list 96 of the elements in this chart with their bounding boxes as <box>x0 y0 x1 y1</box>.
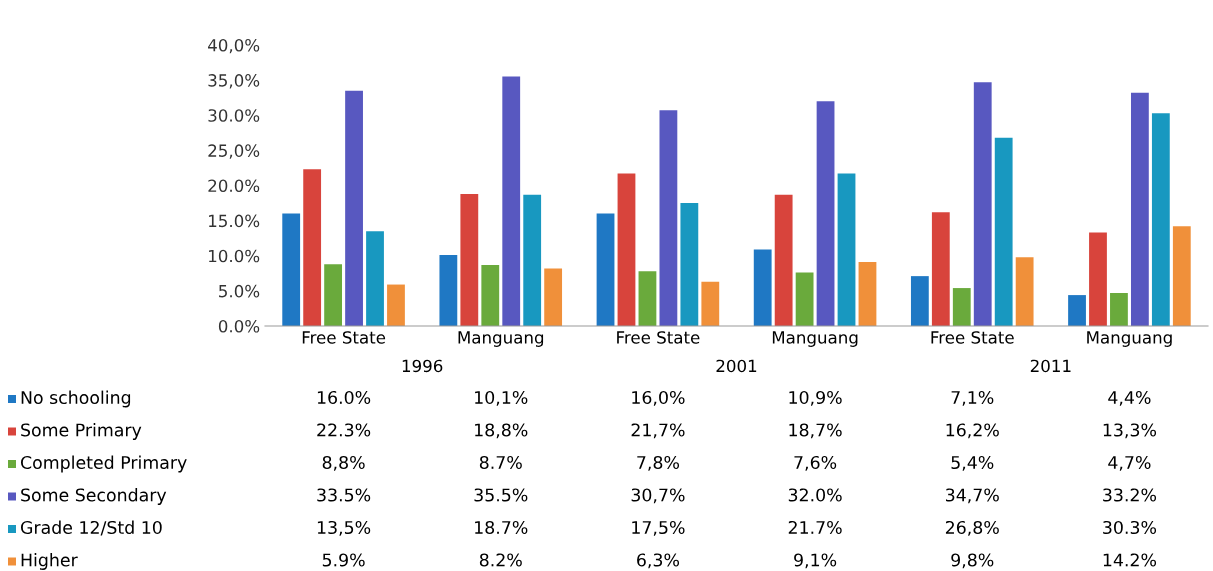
bar <box>596 213 615 326</box>
x-tick-label: Manguang <box>458 331 544 347</box>
data-label: 13,5% <box>317 520 371 536</box>
data-label: 30,7% <box>631 488 685 504</box>
data-label: 8,8% <box>322 455 365 471</box>
bar <box>544 268 563 326</box>
bar <box>324 264 343 326</box>
data-label: 18.7% <box>475 520 528 535</box>
legend-label: No schooling <box>21 390 131 408</box>
bar <box>1172 226 1191 326</box>
data-label: 7,8% <box>637 455 680 471</box>
text: 1996 <box>402 359 443 373</box>
y-tick-label: 20.0% <box>208 179 260 193</box>
y-tick-label: 40,0% <box>208 38 260 54</box>
bar <box>1015 257 1034 326</box>
x-tick-label: Manguang <box>772 331 858 347</box>
bar <box>282 213 301 326</box>
bar <box>481 264 500 326</box>
text: 2001 <box>716 359 757 373</box>
y-tick-label: 15.0% <box>209 214 260 228</box>
bar <box>837 173 856 326</box>
x-tick-label: Free State <box>931 331 1014 344</box>
y-tick-label: 10.0% <box>209 249 260 263</box>
x-tick-label: Free State <box>302 331 386 344</box>
data-label: 26,8% <box>945 520 999 536</box>
bar <box>387 284 405 326</box>
text: 2011 <box>1030 359 1071 373</box>
legend-label: Higher <box>21 553 78 570</box>
data-label: 16,0% <box>632 390 685 406</box>
bar <box>366 231 384 326</box>
data-label: 34,7% <box>946 488 999 504</box>
data-label: 33.2% <box>1103 488 1157 502</box>
bar <box>774 194 793 326</box>
data-label: 30.3% <box>1103 520 1157 535</box>
data-label: 18,7% <box>789 423 842 439</box>
bar <box>994 137 1013 326</box>
data-label: 8.7% <box>479 455 522 470</box>
bar <box>858 262 877 326</box>
legend-label: Some Secondary <box>21 488 167 505</box>
bar <box>816 101 835 326</box>
legend-label: Some Primary <box>21 423 142 440</box>
data-label: 9,1% <box>794 553 837 569</box>
bar <box>1068 295 1086 326</box>
x-tick-label: Free State <box>617 331 700 344</box>
bar <box>439 255 458 326</box>
data-label: 22.3% <box>317 423 371 437</box>
data-label: 35.5% <box>474 488 528 502</box>
bar <box>659 110 678 326</box>
data-label: 16,2% <box>946 423 999 439</box>
data-label: 13,3% <box>1103 423 1157 439</box>
bar <box>753 249 772 326</box>
y-tick-label: 0.0% <box>218 319 260 333</box>
legend-label: Grade 12/Std 10 <box>20 520 162 536</box>
y-tick-label: 35,0% <box>208 74 260 89</box>
data-label: 10,9% <box>789 390 842 406</box>
data-label: 4,4% <box>1108 390 1151 406</box>
bar <box>303 169 322 326</box>
bar <box>523 194 542 326</box>
data-label: 5,4% <box>951 455 994 471</box>
bar <box>701 281 720 326</box>
data-label: 5.9% <box>322 553 365 567</box>
data-label: 4,7% <box>1108 455 1151 471</box>
bar <box>638 271 657 326</box>
data-label: 14.2% <box>1103 553 1157 567</box>
bar <box>931 212 950 326</box>
bar <box>460 193 479 326</box>
bar <box>973 82 992 326</box>
data-label: 6,3% <box>637 553 680 569</box>
bar <box>680 203 699 326</box>
x-tick-label: Manguang <box>1087 331 1172 347</box>
bar <box>952 288 971 326</box>
bar <box>345 90 363 326</box>
bar <box>1110 292 1128 326</box>
data-label: 8.2% <box>479 553 522 567</box>
bar <box>617 173 636 326</box>
data-label: 10,1% <box>475 390 528 406</box>
bar <box>910 276 929 326</box>
data-label: 7,1% <box>951 390 994 406</box>
bar <box>1130 92 1149 326</box>
bar <box>795 272 814 326</box>
bar <box>1151 113 1170 326</box>
bar <box>502 76 521 326</box>
data-label: 9,8% <box>951 553 994 569</box>
data-label: 7,6% <box>794 455 837 471</box>
data-label: 17,5% <box>632 520 685 536</box>
y-tick-label: 25,0% <box>208 144 260 159</box>
data-label: 21,7% <box>631 423 685 439</box>
data-label: 32.0% <box>788 488 842 502</box>
y-tick-label: 30.0% <box>208 109 260 122</box>
y-tick-label: 5.0% <box>219 284 260 298</box>
bar <box>1089 232 1107 326</box>
data-label: 16.0% <box>317 390 371 405</box>
legend-label: Completed Primary <box>20 455 187 473</box>
data-label: 21.7% <box>788 520 842 535</box>
data-label: 18,8% <box>475 423 528 439</box>
data-label: 33.5% <box>317 488 371 502</box>
